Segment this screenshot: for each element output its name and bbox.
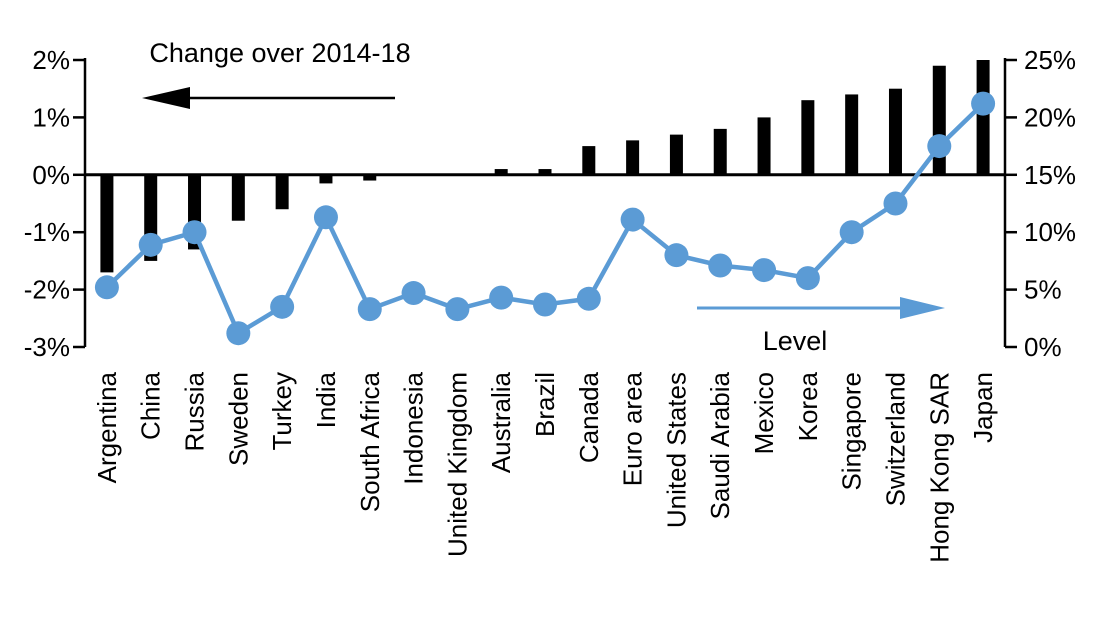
category-label: United States: [661, 372, 691, 528]
category-label: India: [311, 371, 341, 428]
right-arrow-icon: [900, 297, 945, 319]
category-label: South Africa: [355, 371, 385, 512]
bar-saudi-arabia: [713, 128, 727, 175]
bar-india: [319, 174, 333, 184]
category-label: Korea: [793, 371, 823, 441]
bar-canada: [582, 146, 596, 175]
category-label: Saudi Arabia: [705, 371, 735, 519]
category-label: Brazil: [530, 372, 560, 437]
level-point-china: [138, 232, 163, 257]
left-axis-tick-label: -2%: [24, 275, 70, 305]
right-axis-tick-label: 15%: [1024, 160, 1076, 190]
category-label: Canada: [574, 371, 604, 463]
bar-korea: [801, 100, 815, 175]
left-arrow-icon: [142, 87, 190, 109]
bar-turkey: [275, 174, 289, 210]
bar-south-africa: [363, 174, 377, 181]
bar-series-annotation-label: Change over 2014-18: [149, 38, 410, 68]
level-point-brazil: [533, 292, 557, 317]
right-axis-tick-label: 0%: [1024, 332, 1062, 362]
category-label: Japan: [968, 372, 998, 443]
category-label: Singapore: [837, 372, 867, 491]
level-point-india: [313, 205, 338, 230]
right-axis-tick-label: 10%: [1024, 217, 1076, 247]
level-point-south-africa: [357, 297, 382, 322]
level-point-argentina: [94, 275, 119, 300]
bar-singapore: [845, 94, 859, 175]
category-label: Sweden: [223, 372, 253, 466]
level-point-euro-area: [620, 207, 645, 232]
level-point-mexico: [752, 258, 777, 283]
level-point-turkey: [270, 294, 295, 319]
left-axis-tick-label: -1%: [24, 217, 70, 247]
category-label: Turkey: [267, 372, 297, 451]
bar-hong-kong-sar: [932, 65, 946, 175]
level-point-japan: [971, 91, 996, 116]
right-axis-tick-label: 5%: [1024, 275, 1062, 305]
level-point-united-kingdom: [445, 297, 470, 322]
category-label: Russia: [180, 371, 210, 451]
category-label: Switzerland: [880, 372, 910, 506]
bar-sweden: [231, 174, 245, 221]
right-axis-tick-label: 20%: [1024, 102, 1076, 132]
category-label: Argentina: [92, 371, 122, 483]
level-point-russia: [182, 220, 207, 245]
left-axis-tick-label: -3%: [24, 332, 70, 362]
category-label: United Kingdom: [442, 372, 472, 557]
bar-euro-area: [626, 140, 640, 175]
bar-mexico: [757, 117, 771, 175]
line-series-annotation-label: Level: [763, 326, 828, 356]
left-axis-tick-label: 0%: [32, 160, 70, 190]
bar-australia: [494, 169, 508, 175]
level-point-saudi-arabia: [708, 253, 733, 278]
right-axis-tick-label: 25%: [1024, 45, 1076, 75]
category-label: Euro area: [618, 371, 648, 486]
level-point-singapore: [839, 220, 864, 245]
bar-japan: [976, 60, 990, 175]
left-axis-tick-label: 2%: [32, 45, 70, 75]
level-point-canada: [576, 286, 601, 311]
category-label: Hong Kong SAR: [924, 372, 954, 563]
level-point-united-states: [664, 243, 689, 268]
bar-brazil: [538, 169, 552, 175]
bar-argentina: [100, 174, 114, 273]
bar-switzerland: [888, 88, 902, 175]
level-point-switzerland: [883, 191, 908, 216]
bar-united-states: [669, 134, 683, 175]
level-point-korea: [795, 266, 820, 291]
level-point-sweden: [226, 321, 251, 346]
level-point-indonesia: [401, 281, 426, 306]
category-label: Australia: [486, 371, 516, 473]
category-label: Mexico: [749, 372, 779, 454]
category-label: Indonesia: [399, 371, 429, 484]
category-label: China: [136, 371, 166, 439]
left-axis-tick-label: 1%: [32, 102, 70, 132]
level-point-australia: [489, 285, 514, 310]
level-point-hong-kong-sar: [927, 134, 952, 159]
